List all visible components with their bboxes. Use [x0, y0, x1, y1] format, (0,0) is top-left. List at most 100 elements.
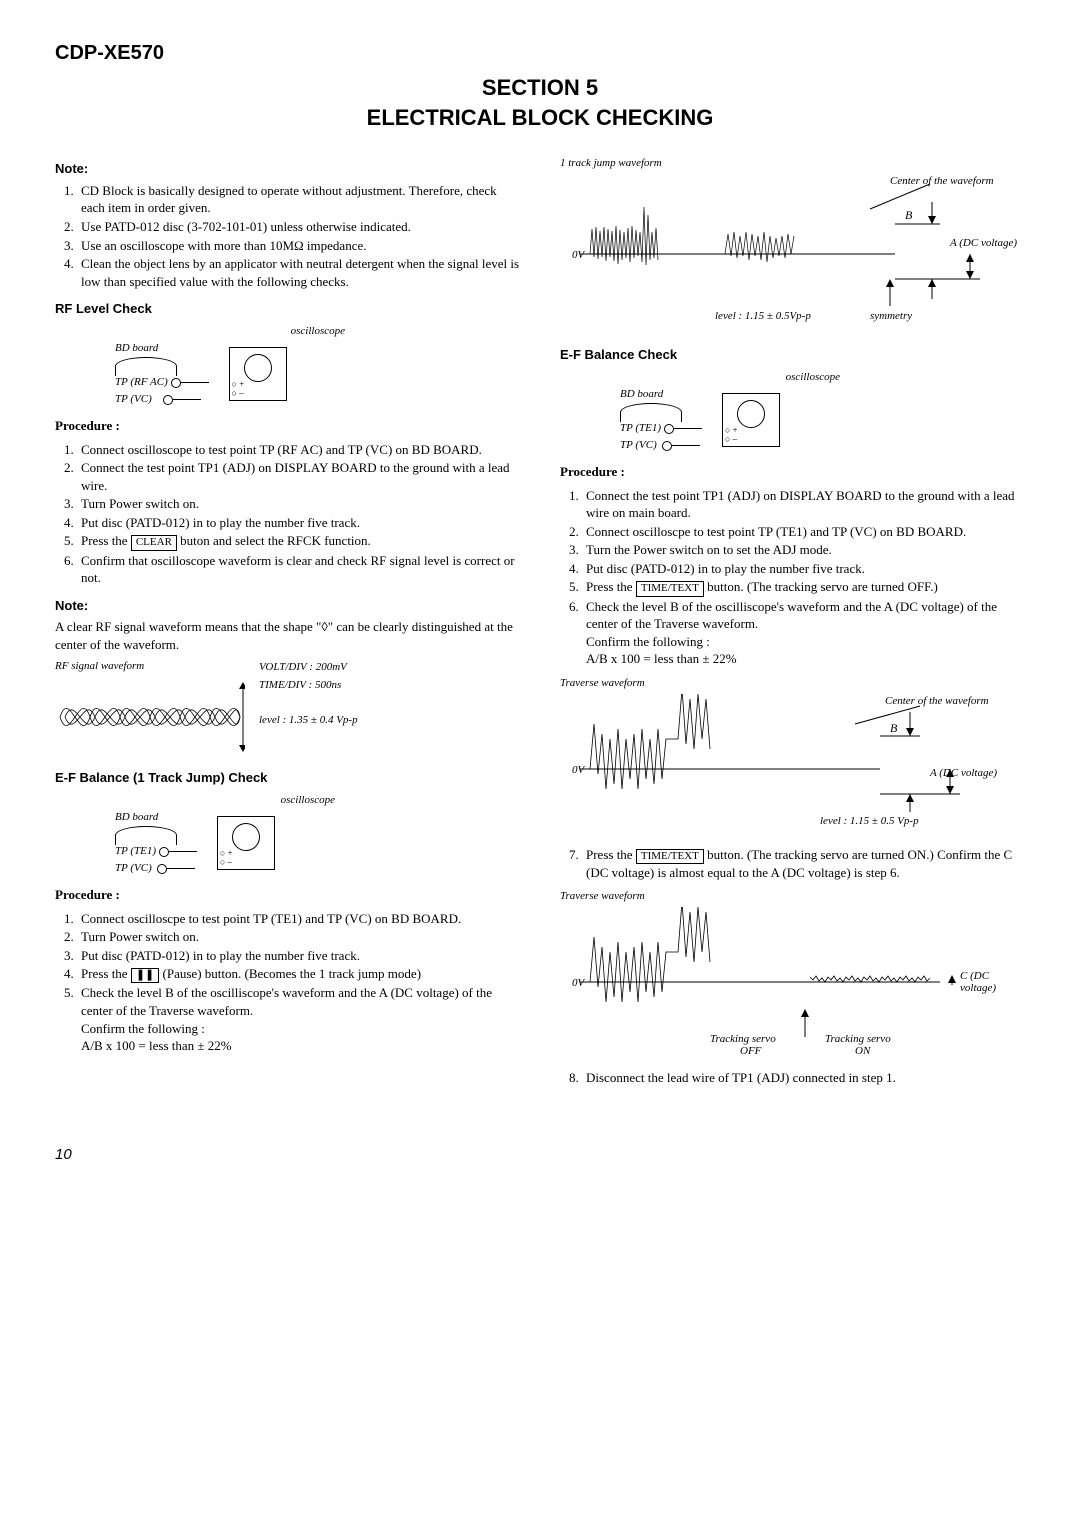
confirm-text: Confirm the following : — [81, 1021, 205, 1036]
formula-text: A/B x 100 = less than ± 22% — [586, 651, 737, 666]
tp-line: TP (TE1) — [620, 421, 702, 436]
proc-item: Disconnect the lead wire of TP1 (ADJ) co… — [582, 1069, 1025, 1087]
trav-caption: Traverse waveform — [560, 676, 1025, 691]
section-title: SECTION 5 ELECTRICAL BLOCK CHECKING — [55, 73, 1025, 132]
proc-item: Press the TIME/TEXT button. (The trackin… — [582, 846, 1025, 882]
proc-item: Check the level B of the oscilliscope's … — [77, 984, 520, 1054]
proc-item: Put disc (PATD-012) in to play the numbe… — [582, 560, 1025, 578]
rf-scope-diagram: oscilloscope BD board TP (RF AC) TP (VC)… — [115, 324, 520, 407]
proc-item: Press the ❚❚ (Pause) button. (Becomes th… — [77, 965, 520, 983]
note-item: CD Block is basically designed to operat… — [77, 182, 520, 217]
rf-wave-svg — [55, 677, 245, 757]
rf-heading: RF Level Check — [55, 300, 520, 318]
tp-line: TP (RF AC) — [115, 375, 209, 390]
proc-item: Connect the test point TP1 (ADJ) on DISP… — [77, 459, 520, 494]
proc-item: Connect oscilloscpe to test point TP (TE… — [77, 910, 520, 928]
bd-board-label: BD board — [115, 341, 209, 356]
zero-label: 0V — [572, 249, 586, 261]
tp-line: TP (VC) — [620, 438, 702, 453]
oscilloscope-label: oscilloscope — [620, 370, 848, 385]
svg-text:0V: 0V — [572, 764, 586, 776]
tp-line: TP (TE1) — [115, 844, 197, 859]
level-label: level : 1.15 ± 0.5Vp-p — [715, 310, 811, 322]
formula-text: A/B x 100 = less than ± 22% — [81, 1038, 232, 1053]
note2-heading: Note: — [55, 597, 520, 615]
svg-text:level : 1.15 ± 0.5 Vp-p: level : 1.15 ± 0.5 Vp-p — [820, 815, 919, 827]
svg-text:A (DC voltage): A (DC voltage) — [929, 767, 997, 779]
svg-text:C (DC: C (DC — [960, 970, 990, 982]
procedure-heading: Procedure : — [55, 417, 520, 435]
time-div: TIME/DIV : 500ns — [259, 677, 358, 695]
efb-procedure-cont: Press the TIME/TEXT button. (The trackin… — [560, 846, 1025, 882]
track-wave-caption: 1 track jump waveform — [560, 156, 1025, 171]
efb-heading: E-F Balance Check — [560, 346, 1025, 364]
volt-div: VOLT/DIV : 200mV — [259, 659, 358, 677]
track-wave-svg: 0V B Center of the waveform A (DC voltag… — [560, 174, 1020, 334]
proc-item: Put disc (PATD-012) in to play the numbe… — [77, 514, 520, 532]
left-column: Note: CD Block is basically designed to … — [55, 150, 520, 1094]
svg-text:voltage): voltage) — [960, 982, 996, 994]
note-heading: Note: — [55, 160, 520, 178]
rf-procedure: Connect oscilloscope to test point TP (R… — [55, 441, 520, 587]
rf-wave-caption: RF signal waveform — [55, 659, 245, 674]
model-number: CDP-XE570 — [55, 40, 1025, 67]
oscilloscope-icon: ○ +○ – — [722, 393, 780, 447]
note-list: CD Block is basically designed to operat… — [55, 182, 520, 290]
proc-item: Connect oscilloscope to test point TP (R… — [77, 441, 520, 459]
symmetry-label: symmetry — [870, 310, 912, 322]
clear-key: CLEAR — [131, 535, 177, 550]
svg-text:Center of the waveform: Center of the waveform — [885, 695, 989, 707]
efb-procedure-end: Disconnect the lead wire of TP1 (ADJ) co… — [560, 1069, 1025, 1087]
bd-board-icon — [620, 403, 682, 422]
ef1-procedure: Connect oscilloscpe to test point TP (TE… — [55, 910, 520, 1055]
traverse-waveform-1: Traverse waveform 0V B Center of the wav… — [560, 676, 1025, 834]
track-jump-waveform: 1 track jump waveform 0V B — [560, 156, 1025, 334]
ef1-scope-diagram: oscilloscope BD board TP (TE1) TP (VC) ○… — [115, 793, 520, 876]
tp-line: TP (VC) — [115, 392, 209, 407]
trav2-caption: Traverse waveform — [560, 889, 1025, 904]
procedure-heading: Procedure : — [55, 886, 520, 904]
proc-item: Press the CLEAR buton and select the RFC… — [77, 532, 520, 550]
b-label: B — [905, 208, 913, 222]
svg-text:Tracking servo: Tracking servo — [710, 1033, 776, 1045]
bd-board-label: BD board — [620, 387, 702, 402]
note2-body: A clear RF signal waveform means that th… — [55, 618, 520, 653]
note-item: Use PATD-012 disc (3-702-101-01) unless … — [77, 218, 520, 236]
right-column: 1 track jump waveform 0V B — [560, 150, 1025, 1094]
pause-key: ❚❚ — [131, 968, 159, 983]
svg-text:0V: 0V — [572, 977, 586, 989]
oscilloscope-icon: ○ +○ – — [217, 816, 275, 870]
trav-wave-svg: 0V B Center of the waveform A (DC voltag… — [560, 694, 1020, 834]
proc-item: Turn Power switch on. — [77, 928, 520, 946]
proc-item: Put disc (PATD-012) in to play the numbe… — [77, 947, 520, 965]
proc-item: Check the level B of the oscilliscope's … — [582, 598, 1025, 668]
tp-line: TP (VC) — [115, 861, 197, 876]
bd-board-icon — [115, 826, 177, 845]
oscilloscope-label: oscilloscope — [115, 324, 353, 339]
proc-item: Confirm that oscilloscope waveform is cl… — [77, 552, 520, 587]
svg-text:ON: ON — [855, 1045, 871, 1057]
proc-item: Press the TIME/TEXT button. (The trackin… — [582, 578, 1025, 596]
oscilloscope-icon: ○ +○ – — [229, 347, 287, 401]
svg-text:Tracking servo: Tracking servo — [825, 1033, 891, 1045]
procedure-heading: Procedure : — [560, 463, 1025, 481]
proc-item: Connect oscilloscpe to test point TP (TE… — [582, 523, 1025, 541]
bd-board-label: BD board — [115, 810, 197, 825]
proc-item: Connect the test point TP1 (ADJ) on DISP… — [582, 487, 1025, 522]
timetext-key: TIME/TEXT — [636, 581, 704, 596]
note-item: Clean the object lens by an applicator w… — [77, 255, 520, 290]
rf-level: level : 1.35 ± 0.4 Vp-p — [259, 712, 358, 730]
note-item: Use an oscilloscope with more than 10MΩ … — [77, 237, 520, 255]
efb-scope-diagram: oscilloscope BD board TP (TE1) TP (VC) ○… — [620, 370, 1025, 453]
svg-text:B: B — [890, 721, 898, 735]
section-number: SECTION 5 — [55, 73, 1025, 103]
efb-procedure: Connect the test point TP1 (ADJ) on DISP… — [560, 487, 1025, 668]
svg-text:OFF: OFF — [740, 1045, 762, 1057]
ef1-heading: E-F Balance (1 Track Jump) Check — [55, 769, 520, 787]
section-subtitle: ELECTRICAL BLOCK CHECKING — [55, 103, 1025, 133]
proc-item: Turn Power switch on. — [77, 495, 520, 513]
traverse-waveform-2: Traverse waveform 0V Tracking servo OFF … — [560, 889, 1025, 1057]
center-label: Center of the waveform — [890, 175, 994, 187]
a-label: A (DC voltage) — [949, 237, 1017, 249]
timetext-key: TIME/TEXT — [636, 849, 704, 864]
